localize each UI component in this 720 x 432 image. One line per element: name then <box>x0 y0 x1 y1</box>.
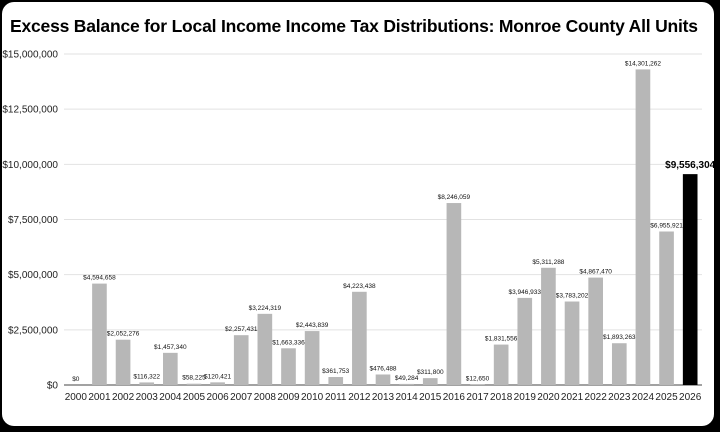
x-tick-label: 2007 <box>230 392 253 403</box>
bar <box>352 291 367 385</box>
data-label: $6,955,921 <box>650 223 683 230</box>
bar <box>517 297 533 385</box>
bar <box>422 378 438 385</box>
data-label: $8,246,059 <box>438 194 471 201</box>
x-tick-label: 2002 <box>112 392 135 403</box>
y-tick-label: $2,500,000 <box>8 325 58 336</box>
data-label: $1,457,340 <box>154 344 187 351</box>
data-label: $12,650 <box>466 376 490 383</box>
bar <box>257 313 273 385</box>
x-tick-label: 2012 <box>348 392 371 403</box>
data-label: $5,311,288 <box>532 259 564 266</box>
y-tick-label: $7,500,000 <box>8 215 58 226</box>
bar-chart: $0 $2,500,000 $5,000,000 $7,500,000 $10,000,… <box>2 50 714 404</box>
y-tick-label: $12,500,000 <box>2 105 58 116</box>
bar <box>659 231 674 385</box>
data-label: $2,052,276 <box>107 331 140 338</box>
bar <box>564 301 580 385</box>
bar <box>233 335 249 385</box>
data-label: $1,663,336 <box>272 339 305 346</box>
bar <box>186 383 202 385</box>
x-tick-label: 2009 <box>277 392 300 403</box>
x-tick-label: 2025 <box>655 392 678 403</box>
data-label: $476,488 <box>369 365 396 372</box>
bar <box>375 374 391 385</box>
x-tick-label: 2014 <box>396 392 419 403</box>
bar <box>163 352 178 385</box>
y-tick-label: $5,000,000 <box>8 270 58 281</box>
bar <box>588 277 603 385</box>
x-tick-label: 2008 <box>254 392 277 403</box>
x-tick-label: 2015 <box>419 392 442 403</box>
data-label: $4,223,438 <box>343 283 376 290</box>
data-label: $58,225 <box>182 375 206 382</box>
data-label: $3,224,319 <box>249 305 282 312</box>
data-label: $1,831,556 <box>485 336 518 343</box>
data-label: $2,257,431 <box>225 326 258 333</box>
x-tick-label: 2022 <box>585 392 608 403</box>
data-label: $1,893,263 <box>603 334 636 341</box>
data-label: $120,421 <box>204 373 231 380</box>
x-tick-label: 2011 <box>325 392 347 403</box>
bar <box>115 339 131 385</box>
x-tick-label: 2010 <box>301 392 324 403</box>
x-tick-label: 2023 <box>608 392 631 403</box>
data-label: $9,556,304 <box>665 160 714 171</box>
bar <box>611 343 627 385</box>
y-tick-label: $0 <box>47 381 59 392</box>
bar <box>210 382 225 385</box>
bar <box>328 377 344 385</box>
x-tick-label: 2020 <box>537 392 560 403</box>
x-tick-label: 2005 <box>183 392 206 403</box>
x-tick-label: 2026 <box>679 392 702 403</box>
bar <box>446 203 462 385</box>
bar <box>399 383 414 385</box>
data-label: $116,322 <box>133 373 160 380</box>
bar <box>541 267 556 385</box>
x-tick-label: 2001 <box>88 392 111 403</box>
chart-frame: Excess Balance for Local Income Income T… <box>2 2 714 426</box>
x-tick-label: 2016 <box>443 392 466 403</box>
data-label: $14,301,262 <box>625 60 662 67</box>
data-label: $361,753 <box>322 368 349 375</box>
x-tick-label: 2013 <box>372 392 395 403</box>
data-label: $0 <box>72 376 80 383</box>
bar-highlight <box>682 174 698 385</box>
bar <box>139 382 155 385</box>
y-tick-label: $10,000,000 <box>2 160 58 171</box>
y-tick-label: $15,000,000 <box>2 50 58 61</box>
data-label: $311,800 <box>417 369 444 376</box>
x-tick-label: 2006 <box>206 392 229 403</box>
x-tick-label: 2000 <box>65 392 88 403</box>
bar <box>635 69 651 385</box>
x-tick-label: 2004 <box>159 392 182 403</box>
bar <box>281 348 296 385</box>
bar <box>304 331 320 385</box>
data-label: $2,443,839 <box>296 322 329 329</box>
data-label: $4,594,658 <box>83 275 116 282</box>
bar <box>92 283 107 385</box>
x-tick-label: 2024 <box>632 392 655 403</box>
x-tick-label: 2003 <box>136 392 159 403</box>
bar <box>493 344 509 385</box>
x-tick-label: 2021 <box>561 392 584 403</box>
data-label: $49,284 <box>395 375 419 382</box>
x-tick-label: 2017 <box>466 392 489 403</box>
chart-title: Excess Balance for Local Income Income T… <box>10 16 698 36</box>
x-tick-label: 2019 <box>514 392 537 403</box>
data-label: $3,946,933 <box>509 289 542 296</box>
x-tick-label: 2018 <box>490 392 513 403</box>
data-label: $4,867,470 <box>579 269 612 276</box>
data-label: $3,783,202 <box>556 293 589 300</box>
